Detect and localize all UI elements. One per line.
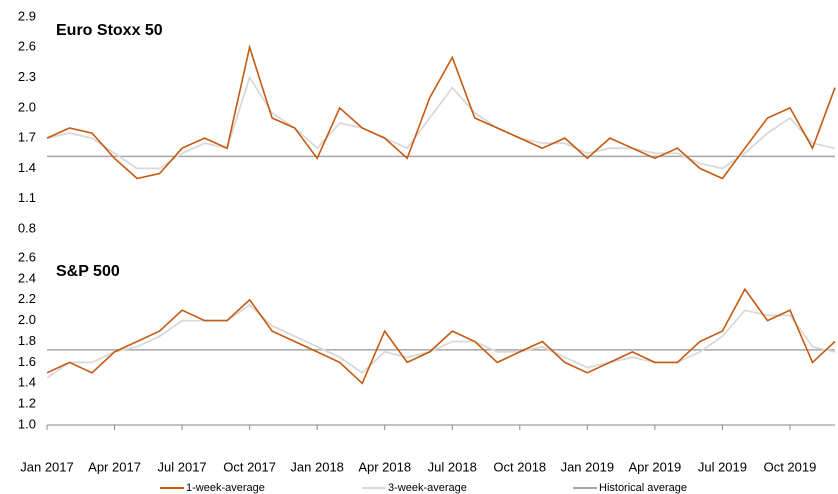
y-tick-label: 2.6 bbox=[18, 249, 36, 264]
y-tick-label: 1.8 bbox=[18, 333, 36, 348]
y-tick-label: 2.4 bbox=[18, 270, 36, 285]
y-tick-label: 1.2 bbox=[18, 396, 36, 411]
x-tick-label: Apr 2019 bbox=[629, 459, 682, 474]
x-tick-label: Jul 2019 bbox=[698, 459, 747, 474]
x-tick-label: Jan 2019 bbox=[561, 459, 615, 474]
y-tick-label: 1.4 bbox=[18, 375, 36, 390]
y-tick-label: 1.7 bbox=[18, 130, 36, 145]
x-tick-label: Oct 2018 bbox=[493, 459, 546, 474]
y-tick-label: 0.8 bbox=[18, 220, 36, 235]
legend-label: 3-week-average bbox=[388, 482, 467, 494]
panel-title: S&P 500 bbox=[56, 263, 120, 280]
series-line bbox=[46, 44, 836, 180]
y-tick-label: 2.3 bbox=[18, 69, 36, 84]
y-tick-label: 2.2 bbox=[18, 291, 36, 306]
series-line bbox=[46, 75, 836, 170]
y-tick-label: 2.0 bbox=[18, 99, 36, 114]
y-tick-label: 1.4 bbox=[18, 160, 36, 175]
y-tick-label: 2.6 bbox=[18, 39, 36, 54]
y-tick-label: 2.0 bbox=[18, 312, 36, 327]
x-tick-label: Oct 2017 bbox=[223, 459, 276, 474]
x-tick-label: Jan 2018 bbox=[290, 459, 344, 474]
x-tick-label: Jul 2018 bbox=[428, 459, 477, 474]
x-tick-label: Apr 2018 bbox=[358, 459, 411, 474]
x-tick-label: Jul 2017 bbox=[158, 459, 207, 474]
y-tick-label: 1.1 bbox=[18, 190, 36, 205]
x-tick-label: Oct 2019 bbox=[764, 459, 817, 474]
series-line bbox=[46, 303, 836, 379]
y-tick-label: 1.6 bbox=[18, 354, 36, 369]
y-tick-label: 2.9 bbox=[18, 8, 36, 23]
x-tick-label: Jan 2017 bbox=[20, 459, 74, 474]
y-tick-label: 1.0 bbox=[18, 416, 36, 431]
x-tick-label: Apr 2017 bbox=[88, 459, 141, 474]
legend-label: 1-week-average bbox=[186, 482, 265, 494]
legend-label: Historical average bbox=[599, 482, 687, 494]
series-line bbox=[46, 287, 836, 385]
panel-title: Euro Stoxx 50 bbox=[56, 22, 163, 39]
